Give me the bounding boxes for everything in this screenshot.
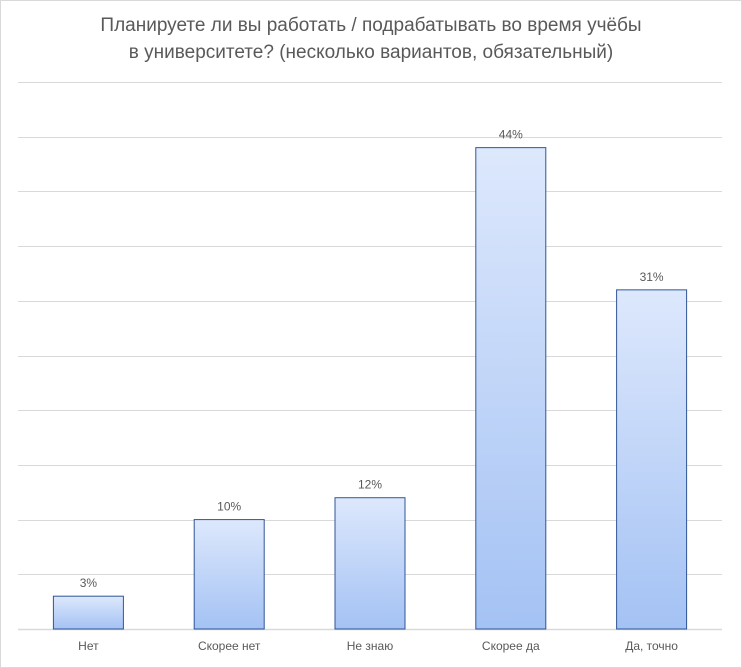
data-label-1: 10% xyxy=(217,500,241,514)
data-label-2: 12% xyxy=(358,478,382,492)
data-labels: 3% 10% 12% 44% 31% xyxy=(80,128,664,591)
data-label-0: 3% xyxy=(80,576,98,590)
category-label-0: Нет xyxy=(78,639,99,653)
category-labels: Нет Скорее нет Не знаю Скорее да Да, точно xyxy=(78,639,678,653)
category-label-3: Скорее да xyxy=(482,639,540,653)
chart-title-line-2: в университете? (несколько вариантов, об… xyxy=(128,42,614,63)
bar-1 xyxy=(193,519,265,630)
data-label-4: 31% xyxy=(640,270,664,284)
bar-3 xyxy=(475,147,547,630)
bar-2 xyxy=(334,497,406,630)
chart-title-line-1: Планируете ли вы работать / подрабатыват… xyxy=(100,15,642,36)
bar-0 xyxy=(52,595,124,630)
bars xyxy=(52,147,688,630)
category-label-1: Скорее нет xyxy=(198,639,261,653)
category-label-4: Да, точно xyxy=(625,639,678,653)
category-label-2: Не знаю xyxy=(347,639,393,653)
data-label-3: 44% xyxy=(499,128,523,142)
chart-title: Планируете ли вы работать / подрабатыват… xyxy=(0,12,742,66)
bar-4 xyxy=(616,289,688,630)
